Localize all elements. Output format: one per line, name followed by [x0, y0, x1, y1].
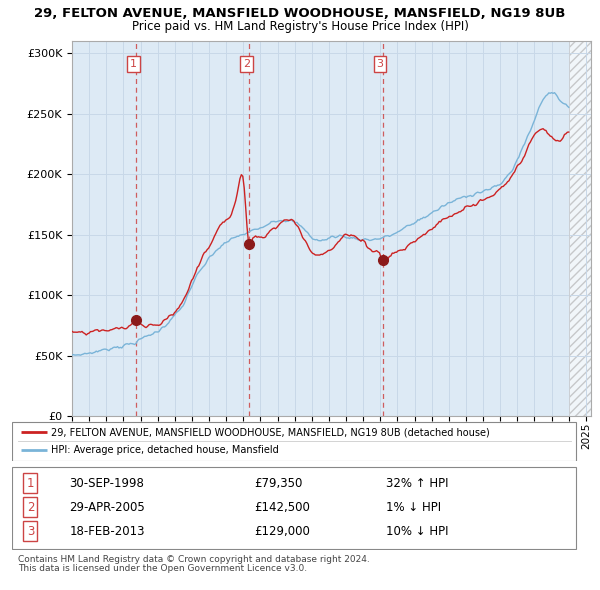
- Text: HPI: Average price, detached house, Mansfield: HPI: Average price, detached house, Mans…: [51, 445, 279, 455]
- Text: 1% ↓ HPI: 1% ↓ HPI: [386, 500, 442, 514]
- Text: 32% ↑ HPI: 32% ↑ HPI: [386, 477, 449, 490]
- Text: 29, FELTON AVENUE, MANSFIELD WOODHOUSE, MANSFIELD, NG19 8UB: 29, FELTON AVENUE, MANSFIELD WOODHOUSE, …: [34, 7, 566, 20]
- Text: 29-APR-2005: 29-APR-2005: [70, 500, 145, 514]
- Text: 1: 1: [130, 59, 137, 69]
- Text: 18-FEB-2013: 18-FEB-2013: [70, 525, 145, 537]
- Text: £129,000: £129,000: [254, 525, 310, 537]
- Text: 30-SEP-1998: 30-SEP-1998: [70, 477, 145, 490]
- Text: £79,350: £79,350: [254, 477, 302, 490]
- FancyBboxPatch shape: [12, 422, 577, 461]
- Text: 2: 2: [26, 500, 34, 514]
- Text: £142,500: £142,500: [254, 500, 310, 514]
- Text: 10% ↓ HPI: 10% ↓ HPI: [386, 525, 449, 537]
- Bar: [569, 41, 591, 416]
- Text: 3: 3: [27, 525, 34, 537]
- Text: 29, FELTON AVENUE, MANSFIELD WOODHOUSE, MANSFIELD, NG19 8UB (detached house): 29, FELTON AVENUE, MANSFIELD WOODHOUSE, …: [51, 428, 490, 438]
- Text: 1: 1: [26, 477, 34, 490]
- Text: 3: 3: [376, 59, 383, 69]
- Text: Price paid vs. HM Land Registry's House Price Index (HPI): Price paid vs. HM Land Registry's House …: [131, 20, 469, 33]
- Text: This data is licensed under the Open Government Licence v3.0.: This data is licensed under the Open Gov…: [18, 564, 307, 573]
- Text: Contains HM Land Registry data © Crown copyright and database right 2024.: Contains HM Land Registry data © Crown c…: [18, 555, 370, 563]
- Text: 2: 2: [243, 59, 250, 69]
- FancyBboxPatch shape: [12, 467, 577, 549]
- Bar: [569, 41, 591, 416]
